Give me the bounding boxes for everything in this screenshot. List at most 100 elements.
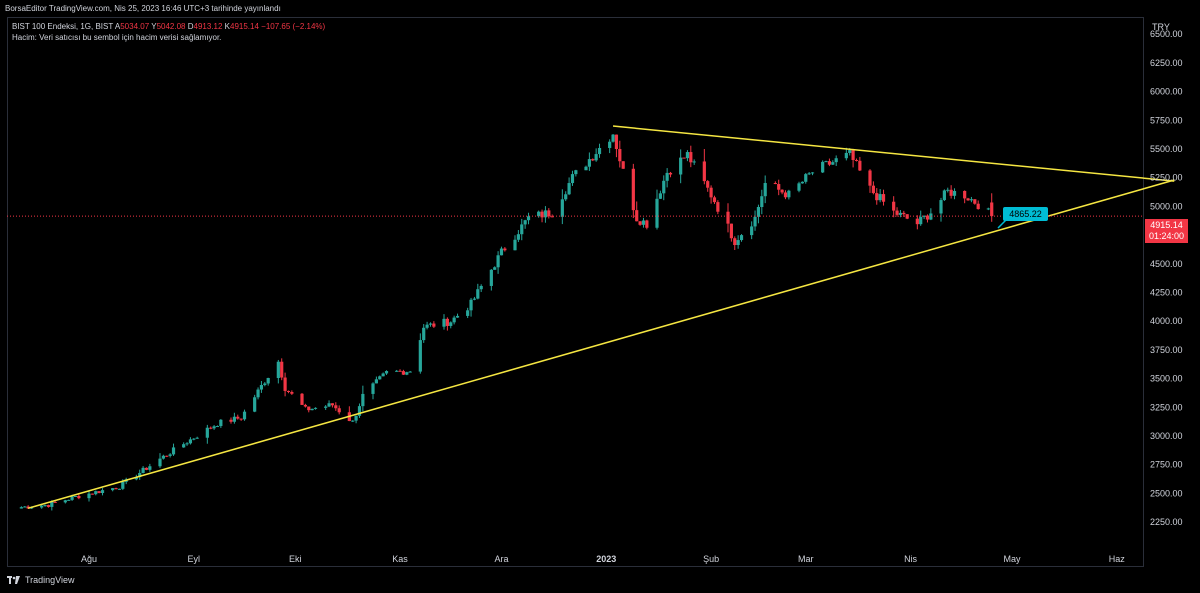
- price-tick-label: 2250.00: [1150, 517, 1183, 527]
- candle-body: [148, 466, 152, 470]
- candle-body: [77, 495, 81, 499]
- candle-body: [567, 183, 571, 195]
- candle-body: [773, 183, 777, 185]
- candle: [729, 223, 733, 242]
- candle-body: [638, 221, 642, 225]
- candle-body: [334, 405, 338, 409]
- candle: [827, 158, 832, 167]
- candle-body: [374, 379, 378, 384]
- candle-body: [266, 377, 270, 384]
- candle: [621, 161, 625, 169]
- candle: [641, 217, 646, 228]
- candle-body: [378, 376, 382, 380]
- candle: [361, 385, 365, 412]
- open-value: 5034.07: [120, 22, 150, 31]
- candle-body: [614, 134, 619, 150]
- candle-body: [685, 152, 690, 159]
- price-tick-label: 3250.00: [1150, 402, 1183, 412]
- candle-body: [949, 189, 953, 196]
- candle-body: [739, 235, 744, 241]
- candle-body: [87, 493, 91, 499]
- candle-body: [547, 210, 551, 217]
- time-tick-label: May: [1003, 554, 1021, 564]
- candle-body: [192, 438, 196, 440]
- candle: [327, 400, 331, 408]
- candle: [219, 419, 223, 428]
- candle-body: [966, 198, 970, 201]
- candle-body: [141, 467, 145, 473]
- candle-body: [330, 403, 335, 406]
- candle-body: [63, 500, 67, 503]
- candle: [773, 181, 777, 185]
- publish-header: BorsaEditor TradingView.com, Nis 25, 202…: [0, 0, 1200, 17]
- candle-body: [442, 318, 446, 327]
- candle: [472, 296, 477, 301]
- candle: [665, 168, 669, 188]
- candle-body: [432, 323, 436, 327]
- candle: [584, 165, 588, 171]
- candle-body: [540, 211, 544, 218]
- close-label: K: [224, 22, 230, 31]
- price-tick-label: 4000.00: [1150, 316, 1183, 326]
- candle: [591, 158, 595, 162]
- candle: [67, 499, 71, 501]
- candle-body: [750, 226, 754, 236]
- candle: [455, 313, 460, 318]
- candle-body: [810, 172, 815, 174]
- candle-body: [290, 391, 294, 394]
- candle: [963, 190, 967, 204]
- candle: [263, 382, 267, 387]
- candle-body: [253, 397, 257, 412]
- candle-body: [310, 408, 314, 411]
- candle-body: [946, 189, 950, 191]
- candle: [138, 469, 142, 480]
- candle-body: [597, 147, 602, 155]
- candle-body: [611, 134, 615, 142]
- candle-body: [449, 322, 453, 326]
- symbol-label: BIST 100 Endeksi, 1G, BIST: [12, 22, 114, 31]
- candle-body: [256, 389, 260, 398]
- candle: [645, 219, 649, 230]
- candle-body: [645, 220, 649, 228]
- candle-body: [489, 269, 493, 286]
- candle-body: [682, 157, 686, 159]
- candle-body: [523, 220, 527, 225]
- candle: [750, 221, 754, 240]
- candle: [489, 269, 493, 291]
- candle-body: [929, 213, 933, 220]
- candle-body: [53, 501, 57, 503]
- candle-body: [23, 506, 27, 508]
- candle: [111, 488, 115, 492]
- candle: [689, 145, 693, 168]
- candle: [232, 412, 236, 424]
- candle: [875, 188, 879, 205]
- candle: [432, 321, 436, 328]
- price-tick-label: 2750.00: [1150, 460, 1183, 470]
- candle-body: [587, 159, 591, 167]
- candle: [418, 333, 422, 374]
- candle-body: [543, 210, 548, 218]
- candle-body: [892, 201, 896, 211]
- candle: [283, 372, 287, 397]
- candle-body: [144, 467, 149, 470]
- candle: [543, 206, 548, 223]
- candle-body: [94, 491, 98, 495]
- candle: [523, 219, 527, 229]
- candle: [148, 463, 152, 472]
- candle-body: [706, 181, 710, 188]
- candle-body: [121, 481, 125, 489]
- candle-body: [895, 210, 899, 215]
- annotation-callout[interactable]: 4865.22: [1003, 207, 1048, 221]
- candle-body: [263, 383, 267, 386]
- candle-body: [67, 499, 71, 501]
- candle-body: [939, 200, 943, 214]
- price-tick-label: 3000.00: [1150, 431, 1183, 441]
- candle: [381, 372, 385, 377]
- tradingview-logo[interactable]: TradingView: [7, 575, 75, 585]
- price-tick-label: 6000.00: [1150, 87, 1183, 97]
- candle: [195, 436, 199, 439]
- candle: [780, 189, 784, 195]
- candle: [357, 403, 362, 418]
- candle: [26, 505, 30, 509]
